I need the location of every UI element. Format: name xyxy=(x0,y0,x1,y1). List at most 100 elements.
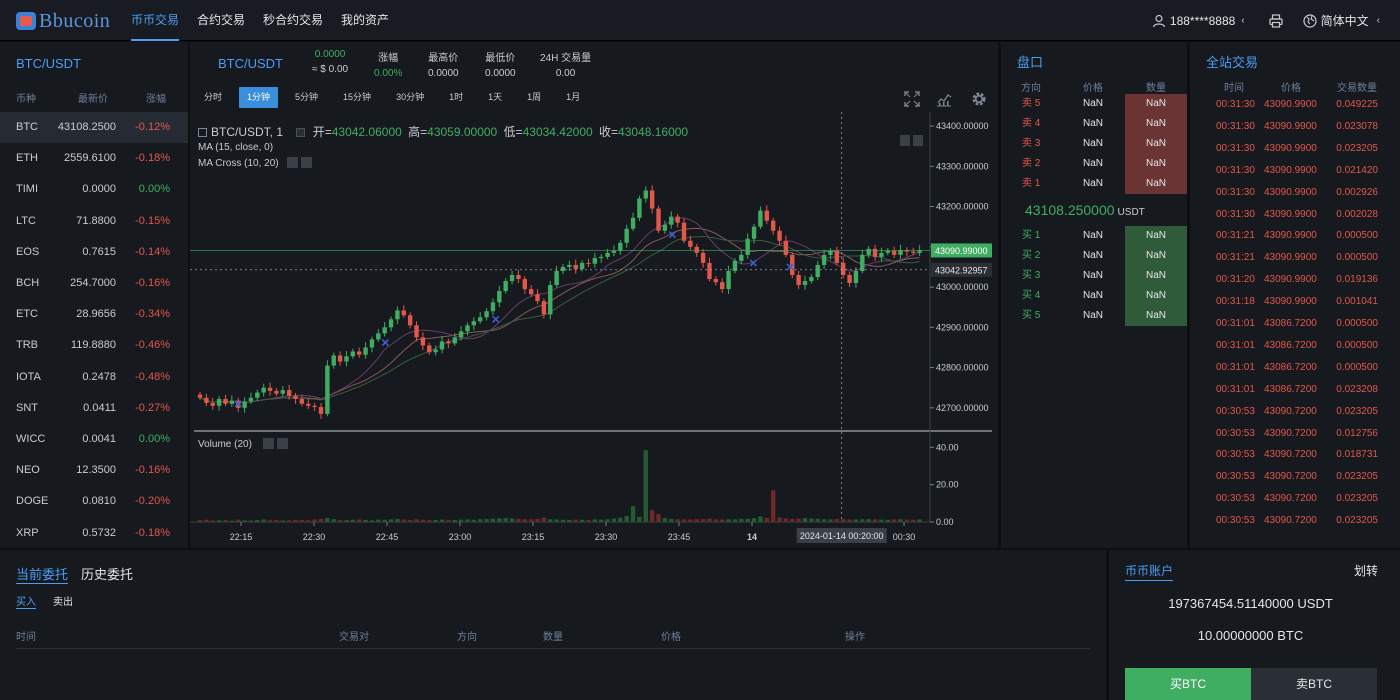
candle-body xyxy=(255,392,260,398)
volume-bar xyxy=(446,519,451,522)
book-price: NaN xyxy=(1083,310,1104,321)
trade-time: 00:31:01 xyxy=(1216,383,1255,395)
candle-body xyxy=(694,246,699,253)
market-row-bch[interactable]: BCH 254.7000 -0.16% xyxy=(0,268,188,299)
candle-body xyxy=(357,351,362,355)
change-label: 涨幅 xyxy=(378,53,399,64)
book-quantity: NaN xyxy=(1145,310,1166,321)
market-row-etc[interactable]: ETC 28.9656 -0.34% xyxy=(0,299,188,330)
volume-settings-icon[interactable] xyxy=(262,438,274,449)
market-change: -0.27% xyxy=(135,401,170,414)
market-coin: ETH xyxy=(16,152,38,165)
fullscreen-icon[interactable] xyxy=(904,91,920,107)
subtab-buy[interactable]: 买入 xyxy=(16,593,36,609)
market-row-doge[interactable]: DOGE 0.0810 -0.20% xyxy=(0,486,188,517)
transfer-button[interactable]: 划转 xyxy=(1353,564,1378,578)
market-row-eth[interactable]: ETH 2559.6100 -0.18% xyxy=(0,143,188,174)
candle-body xyxy=(872,248,878,257)
ask-row-4[interactable]: 卖 4 NaN NaN xyxy=(1001,114,1187,134)
ask-row-5[interactable]: 卖 5 NaN NaN xyxy=(1001,94,1187,114)
market-row-timi[interactable]: TIMI 0.0000 0.00% xyxy=(0,174,188,205)
market-row-wicc[interactable]: WICC 0.0041 0.00% xyxy=(0,424,188,455)
trade-time: 00:31:21 xyxy=(1216,230,1255,242)
nav-my-assets[interactable]: 我的资产 xyxy=(341,13,390,27)
indicator-settings-icon[interactable] xyxy=(287,157,299,168)
nav-contract-trading[interactable]: 合约交易 xyxy=(197,13,246,27)
tab-current-orders[interactable]: 当前委托 xyxy=(16,564,69,584)
market-row-neo[interactable]: NEO 12.3500 -0.16% xyxy=(0,455,188,486)
market-row-xrp[interactable]: XRP 0.5732 -0.18% xyxy=(0,518,188,549)
market-row-btc[interactable]: BTC 43108.2500 -0.12% xyxy=(0,112,188,143)
nav-second-contract[interactable]: 秒合约交易 xyxy=(263,13,324,27)
market-row-snt[interactable]: SNT 0.0411 -0.27% xyxy=(0,393,188,424)
legend-volume: Volume (20) xyxy=(198,438,288,450)
tab-order-history[interactable]: 历史委托 xyxy=(81,567,134,582)
price-chart[interactable]: 43400.0000043300.0000043200.0000043100.0… xyxy=(190,112,998,548)
trade-amount: 0.023205 xyxy=(1336,405,1378,417)
chevron-left-icon[interactable]: ‹ xyxy=(1241,15,1245,26)
legend-high: 43059.00000 xyxy=(427,125,498,139)
timeframe-2[interactable]: 5分钟 xyxy=(295,92,319,102)
high-label: 最高价 xyxy=(428,53,459,64)
timeframe-6[interactable]: 1天 xyxy=(488,92,503,102)
collapse-icon[interactable] xyxy=(198,128,207,137)
market-row-trb[interactable]: TRB 119.8880 -0.46% xyxy=(0,330,188,361)
trade-time: 00:31:30 xyxy=(1216,186,1255,198)
market-coin: BTC xyxy=(16,121,38,133)
timeframe-7[interactable]: 1周 xyxy=(527,92,542,102)
market-row-eos[interactable]: EOS 0.7615 -0.14% xyxy=(0,237,188,268)
printer-icon[interactable] xyxy=(1269,13,1283,28)
bid-row-4[interactable]: 买 4 NaN NaN xyxy=(1001,286,1187,306)
book-quantity: NaN xyxy=(1145,290,1166,301)
scale-button-icon[interactable] xyxy=(913,135,923,146)
indicator-close-icon[interactable] xyxy=(301,157,313,168)
timeframe-1[interactable]: 1分钟 xyxy=(239,87,279,108)
indicator-icon[interactable] xyxy=(936,91,952,107)
market-list-panel: BTC/USDT 币种 最新价 涨幅 BTC 43108.2500 -0.12% ET… xyxy=(0,42,188,548)
subtab-sell[interactable]: 卖出 xyxy=(53,597,73,608)
volume-bar xyxy=(223,519,228,522)
bid-row-3[interactable]: 买 3 NaN NaN xyxy=(1001,266,1187,286)
volume-bar xyxy=(828,519,833,522)
bid-row-1[interactable]: 买 1 NaN NaN xyxy=(1001,226,1187,246)
bid-row-2[interactable]: 买 2 NaN NaN xyxy=(1001,246,1187,266)
account-title[interactable]: 币币账户 xyxy=(1125,562,1174,581)
nav-spot-trading[interactable]: 币币交易 xyxy=(131,0,180,41)
market-row-ltc[interactable]: LTC 71.8800 -0.15% xyxy=(0,206,188,237)
candle-body xyxy=(732,260,738,271)
language-selector[interactable]: 简体中文 xyxy=(1320,14,1369,28)
candle-body xyxy=(707,262,712,280)
user-icon[interactable] xyxy=(1152,14,1166,28)
timeframe-0[interactable]: 分时 xyxy=(204,92,223,102)
market-row-iota[interactable]: IOTA 0.2478 -0.48% xyxy=(0,362,188,393)
bid-row-5[interactable]: 买 5 NaN NaN xyxy=(1001,306,1187,326)
scale-button-icon[interactable] xyxy=(900,135,910,146)
globe-icon[interactable] xyxy=(1303,13,1317,28)
volume-close-icon[interactable] xyxy=(276,438,288,449)
volume-tick-label: 20.00 xyxy=(936,480,959,490)
ask-row-1[interactable]: 卖 1 NaN NaN xyxy=(1001,174,1187,194)
trade-price: 43090.9900 xyxy=(1264,208,1317,220)
timeframe-4[interactable]: 30分钟 xyxy=(396,92,425,102)
timeframe-3[interactable]: 15分钟 xyxy=(343,92,372,102)
ask-row-2[interactable]: 卖 2 NaN NaN xyxy=(1001,154,1187,174)
timeframe-5[interactable]: 1时 xyxy=(449,92,464,102)
legend-ma: MA (15, close, 0) xyxy=(198,142,274,153)
volume-bar xyxy=(898,519,903,522)
trade-amount: 0.000500 xyxy=(1336,361,1378,373)
ask-row-3[interactable]: 卖 3 NaN NaN xyxy=(1001,134,1187,154)
legend-toggle-icon[interactable] xyxy=(296,128,306,137)
order-book-last-price: 43108.250000 USDT xyxy=(1025,202,1145,218)
sell-btc-button[interactable]: 卖BTC xyxy=(1251,668,1377,700)
candle-body xyxy=(770,220,776,231)
chevron-left-icon[interactable]: ‹ xyxy=(1376,15,1380,26)
buy-btc-button[interactable]: 买BTC xyxy=(1125,668,1251,700)
settings-gear-icon[interactable] xyxy=(971,91,987,107)
logo[interactable]: Bbucoin xyxy=(16,10,110,32)
timeframe-8[interactable]: 1月 xyxy=(566,92,581,102)
last-price-usd: ≈ $ 0.00 xyxy=(312,64,349,75)
volume-bar xyxy=(732,519,738,522)
candle-body xyxy=(599,256,604,259)
user-phone[interactable]: 188****8888 xyxy=(1169,13,1236,28)
trade-amount: 0.000500 xyxy=(1336,230,1378,242)
